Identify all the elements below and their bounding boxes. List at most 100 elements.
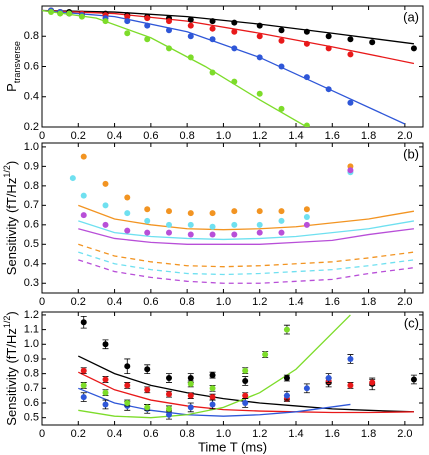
y-tick-label: 0.8 bbox=[24, 368, 39, 380]
x-tick-label: 0 bbox=[39, 130, 45, 142]
fit-line bbox=[78, 251, 415, 276]
x-tick-label: 0.4 bbox=[107, 130, 122, 142]
frame bbox=[41, 142, 424, 294]
x-tick-label: 0.4 bbox=[107, 296, 122, 308]
data-point bbox=[166, 411, 172, 418]
x-tick-label: 0.8 bbox=[179, 296, 194, 308]
data-point bbox=[209, 210, 216, 217]
y-tick-label: 0.4 bbox=[24, 258, 39, 270]
x-tick-label: 1.4 bbox=[288, 130, 303, 142]
data-point bbox=[410, 45, 417, 52]
data-point bbox=[369, 379, 376, 386]
data-point bbox=[231, 78, 238, 85]
data-point bbox=[124, 18, 131, 25]
data-point bbox=[325, 33, 332, 40]
fit-line bbox=[42, 9, 406, 125]
data-point bbox=[369, 39, 376, 46]
data-point bbox=[124, 210, 131, 217]
data-point bbox=[187, 33, 194, 40]
data-point bbox=[209, 36, 216, 43]
y-axis-label-part: P bbox=[4, 83, 19, 92]
fit-line bbox=[42, 9, 415, 45]
y-tick-label: 0.5 bbox=[24, 238, 39, 250]
y-tick-label: 0.7 bbox=[24, 199, 39, 211]
y-tick-label: 1.2 bbox=[24, 309, 39, 321]
y-tick-label: 1.0 bbox=[24, 338, 39, 350]
data-point bbox=[347, 36, 354, 43]
panel-label: (b) bbox=[403, 146, 419, 161]
frame bbox=[41, 311, 424, 426]
x-tick-label: 1.0 bbox=[216, 130, 231, 142]
fit-line bbox=[78, 204, 415, 231]
data-point bbox=[303, 122, 310, 127]
y-tick-label: 1.1 bbox=[24, 324, 39, 336]
y-tick-label: 1.0 bbox=[24, 141, 39, 153]
data-point bbox=[124, 399, 131, 406]
data-point bbox=[256, 33, 263, 40]
data-point bbox=[242, 399, 249, 406]
x-tick-label: 2.0 bbox=[397, 428, 412, 440]
y-tick-label: 0.8 bbox=[24, 30, 39, 42]
data-point bbox=[187, 375, 194, 382]
y-axis-label-part: ) bbox=[4, 161, 19, 165]
data-point bbox=[209, 18, 216, 25]
data-point bbox=[187, 231, 194, 238]
data-point bbox=[231, 28, 238, 35]
data-point bbox=[78, 13, 85, 20]
y-tick-label: 0.4 bbox=[24, 91, 39, 103]
data-point bbox=[80, 319, 87, 326]
data-point bbox=[231, 208, 238, 215]
data-point bbox=[303, 206, 310, 213]
data-point bbox=[303, 385, 310, 392]
data-point bbox=[187, 22, 194, 29]
data-point bbox=[166, 391, 172, 398]
x-tick-label: 0.8 bbox=[179, 428, 194, 440]
y-axis-label: Ptransverse bbox=[4, 41, 22, 92]
data-point bbox=[187, 54, 194, 61]
data-point bbox=[80, 153, 87, 160]
data-point bbox=[144, 206, 151, 213]
data-point bbox=[166, 221, 172, 228]
data-point bbox=[278, 37, 285, 44]
data-point bbox=[231, 221, 238, 228]
data-point bbox=[144, 36, 151, 43]
x-axis-label: Time T (ms) bbox=[198, 439, 267, 454]
y-tick-label: 0.7 bbox=[24, 382, 39, 394]
data-point bbox=[278, 208, 285, 215]
data-point bbox=[347, 167, 354, 174]
data-point bbox=[187, 221, 194, 228]
x-tick-label: 0.6 bbox=[143, 296, 158, 308]
data-point bbox=[187, 210, 194, 217]
y-tick-label: 0.9 bbox=[24, 353, 39, 365]
data-point bbox=[209, 385, 216, 392]
data-point bbox=[144, 404, 151, 411]
data-point bbox=[102, 221, 109, 228]
data-point bbox=[410, 376, 417, 383]
data-point bbox=[166, 375, 172, 382]
data-point bbox=[209, 223, 216, 230]
data-point bbox=[144, 15, 151, 22]
data-point bbox=[256, 90, 263, 97]
fit-line bbox=[78, 314, 351, 419]
y-axis-label-part: 1/2 bbox=[2, 165, 12, 178]
x-tick-label: 2.0 bbox=[397, 130, 412, 142]
fit-line bbox=[42, 9, 308, 127]
x-tick-label: 1.4 bbox=[288, 428, 303, 440]
x-tick-label: 0.8 bbox=[179, 130, 194, 142]
data-point bbox=[209, 401, 216, 408]
y-axis-label-part: transverse bbox=[12, 41, 22, 83]
data-point bbox=[187, 392, 194, 399]
data-point bbox=[124, 227, 131, 234]
frame bbox=[41, 5, 424, 128]
data-point bbox=[242, 367, 249, 374]
data-point bbox=[256, 229, 263, 236]
data-point bbox=[278, 63, 285, 70]
data-point bbox=[278, 27, 285, 34]
data-point bbox=[231, 19, 238, 26]
x-tick-label: 0.4 bbox=[107, 428, 122, 440]
x-tick-label: 1.6 bbox=[325, 130, 340, 142]
data-point bbox=[48, 9, 55, 16]
data-point bbox=[303, 221, 310, 228]
data-point bbox=[187, 16, 194, 23]
